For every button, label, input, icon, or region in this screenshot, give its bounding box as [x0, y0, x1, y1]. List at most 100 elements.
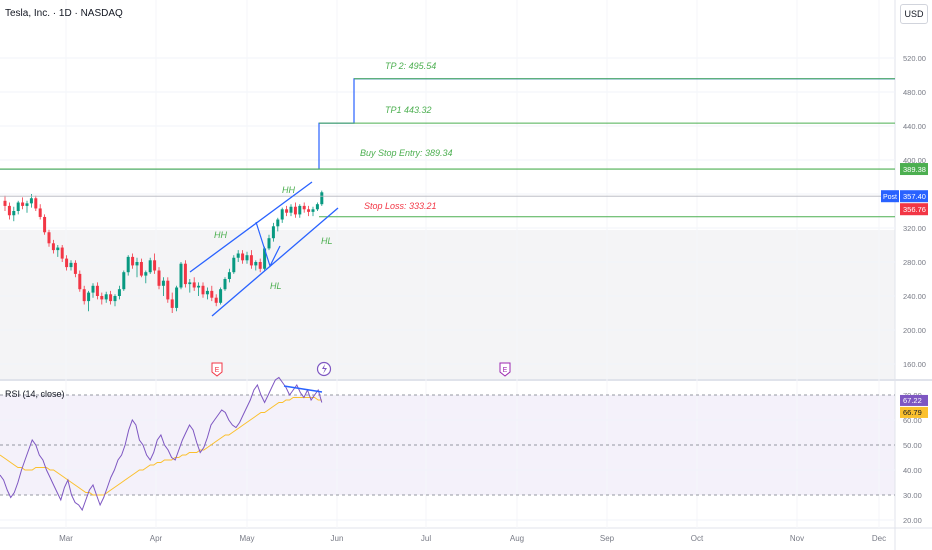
candle-body	[192, 282, 196, 288]
candle-body	[293, 206, 297, 215]
candle-body	[263, 248, 267, 269]
candle-body	[289, 206, 293, 213]
candle-body	[82, 289, 86, 302]
candle-body	[214, 297, 218, 303]
candle-body	[232, 257, 236, 273]
time-tick-label: Aug	[510, 534, 524, 543]
time-tick-label: Oct	[691, 534, 704, 543]
candle-body	[16, 202, 20, 211]
candle-body	[254, 262, 258, 266]
swing-label: HH	[214, 230, 227, 240]
post-tag	[881, 190, 899, 203]
rsi-tick-label: 60.00	[903, 416, 922, 425]
price-tick-label: 240.00	[903, 292, 926, 301]
candle-body	[126, 256, 130, 273]
candle-body	[179, 263, 183, 288]
candle-body	[161, 280, 165, 286]
candle-body	[271, 226, 275, 239]
time-tick-label: Jun	[331, 534, 344, 543]
rsi-tick-label: 40.00	[903, 466, 922, 475]
level-price-badge	[900, 163, 928, 176]
candle-body	[56, 247, 60, 251]
tp2-label: TP 2: 495.54	[385, 61, 436, 71]
candle-body	[95, 285, 99, 296]
swing-label: HH	[282, 185, 295, 195]
time-tick-label: May	[239, 534, 254, 543]
candle-body	[7, 205, 11, 216]
candle-body	[148, 260, 152, 273]
candle-body	[3, 200, 7, 206]
earnings-marker-label: E	[503, 367, 508, 374]
candle-body	[175, 287, 179, 308]
candle-body	[170, 299, 174, 308]
price-tick-label: 520.00	[903, 54, 926, 63]
candle-body	[276, 219, 280, 227]
candle-body	[69, 262, 73, 268]
swing-label: HL	[321, 236, 333, 246]
time-tick-label: Jul	[421, 534, 431, 543]
candle-body	[249, 255, 253, 266]
rsi-tick-label: 50.00	[903, 441, 922, 450]
earnings-marker	[499, 362, 511, 377]
candle-body	[43, 216, 47, 233]
swing-zigzag	[255, 221, 281, 268]
candle-body	[91, 285, 95, 293]
candle-body	[12, 211, 16, 216]
rsi-ma-badge-text: 66.79	[903, 408, 922, 417]
candle-body	[34, 198, 38, 209]
candle-body	[320, 192, 324, 205]
bolt-icon	[322, 364, 327, 374]
candle-body	[302, 205, 306, 210]
candle-body	[113, 296, 117, 302]
candle-body	[311, 209, 315, 212]
stop-loss-label: Stop Loss: 333.21	[364, 201, 437, 211]
earnings-marker-label: E	[215, 367, 220, 374]
candle-body	[87, 292, 91, 302]
last-price-badge-text: 357.40	[903, 192, 926, 201]
lower-price-shade	[0, 230, 895, 380]
candle-body	[73, 262, 77, 274]
time-tick-label: Apr	[150, 534, 163, 543]
close-price-badge	[900, 203, 928, 216]
price-tick-label: 200.00	[903, 326, 926, 335]
price-tick-label: 280.00	[903, 258, 926, 267]
candle-body	[223, 279, 227, 290]
time-tick-label: Sep	[600, 534, 615, 543]
price-tick-label: 160.00	[903, 360, 926, 369]
entry-label: Buy Stop Entry: 389.34	[360, 148, 453, 158]
candle-body	[188, 282, 192, 285]
candle-body	[21, 202, 25, 206]
candle-body	[166, 280, 170, 300]
time-tick-label: Mar	[59, 534, 73, 543]
candle-body	[29, 198, 33, 204]
rsi-value-badge	[900, 394, 928, 406]
candle-body	[183, 263, 187, 285]
channel-upper	[189, 181, 313, 273]
rsi-tick-label: 20.00	[903, 516, 922, 525]
candle-body	[210, 290, 214, 298]
time-tick-label: Dec	[872, 534, 886, 543]
candle-body	[131, 256, 135, 266]
post-tag-text: Post	[883, 194, 897, 201]
candle-body	[285, 209, 289, 213]
price-tick-label: 480.00	[903, 88, 926, 97]
candle-body	[157, 270, 161, 286]
time-tick-label: Nov	[790, 534, 804, 543]
currency-button[interactable]: USD	[900, 4, 928, 24]
candle-body	[315, 204, 319, 210]
candle-body	[298, 205, 302, 215]
candle-body	[245, 255, 249, 261]
candle-body	[241, 253, 245, 261]
symbol-title: Tesla, Inc. · 1D · NASDAQ	[5, 8, 123, 19]
candle-body	[47, 232, 51, 244]
candle-body	[51, 243, 55, 251]
earnings-marker	[211, 362, 223, 377]
rsi-ma-line	[0, 397, 322, 496]
tp1-label: TP1 443.32	[385, 105, 432, 115]
candle-body	[280, 209, 284, 220]
rsi-value-badge-text: 67.22	[903, 396, 922, 405]
candle-body	[135, 262, 139, 266]
rsi-title: RSI (14, close)	[5, 389, 65, 399]
candle-body	[139, 262, 143, 276]
